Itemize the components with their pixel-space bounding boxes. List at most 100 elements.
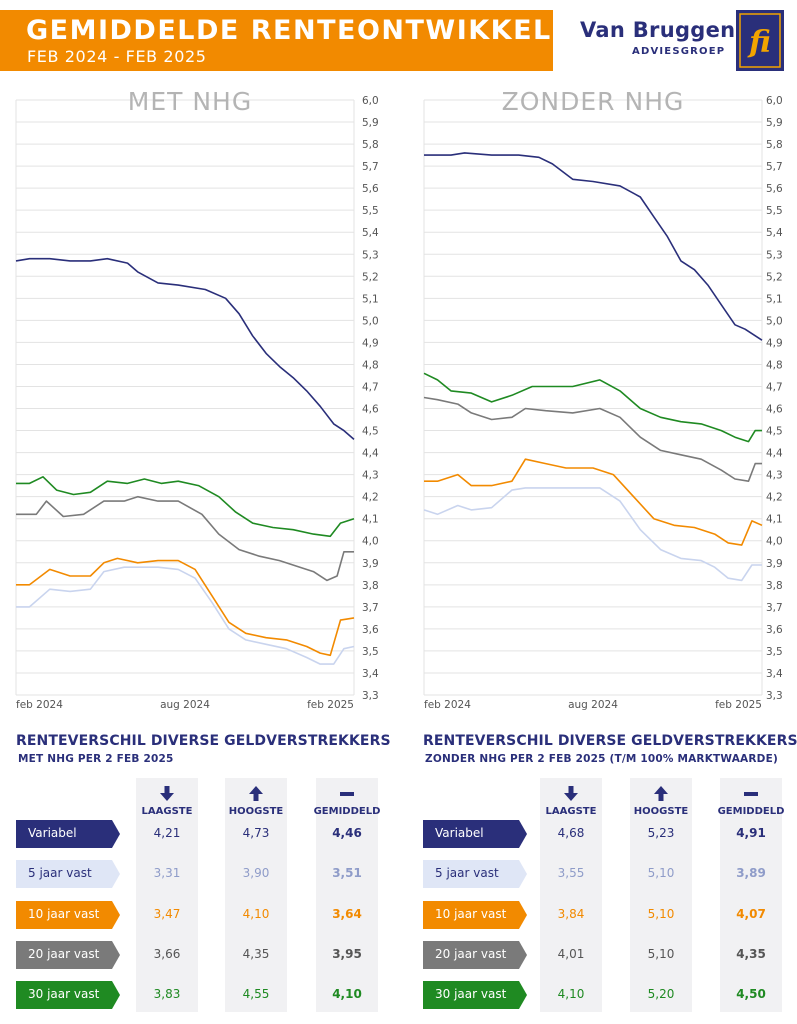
column-background	[630, 778, 692, 1012]
x-tick-label: aug 2024	[568, 699, 618, 711]
row-label-tag	[16, 941, 120, 969]
column-header-hoogste: HOOGSTE	[221, 786, 291, 817]
page-title: GEMIDDELDE RENTEONTWIKKELING	[26, 15, 612, 46]
series-line-20-jaar-vast	[423, 396, 762, 483]
series-line-20-jaar-vast	[16, 495, 354, 582]
cell-laagste: 3,31	[153, 866, 181, 880]
page-subtitle: FEB 2024 - FEB 2025	[27, 47, 207, 66]
cell-laagste: 4,10	[557, 987, 585, 1001]
cell-gemiddeld: 3,89	[736, 866, 766, 880]
arrow-up-icon	[626, 786, 696, 804]
row-label-tag	[423, 981, 527, 1009]
y-tick-label: 5,8	[766, 139, 783, 151]
series-line-5-jaar-vast	[16, 566, 355, 665]
cell-gemiddeld: 4,50	[736, 987, 766, 1001]
y-tick-label: 5,6	[766, 183, 783, 195]
y-tick-label: 4,2	[766, 492, 783, 504]
column-header-label: GEMIDDELD	[313, 806, 381, 817]
y-tick-label: 3,5	[766, 646, 783, 658]
cell-hoogste: 3,90	[242, 866, 270, 880]
chart-met-nhg: 6,0 5,9 5,8 5,7 5,6 5,5 5,4 5,3 5,2 5,1 5,0 4,9 4,8 4…	[15, 87, 379, 711]
row-label: 30 jaar vast	[16, 981, 122, 1009]
x-tick-label: feb 2025	[307, 699, 354, 711]
chart-zonder-nhg: 6,0 5,9 5,8 5,7 5,6 5,5 5,4 5,3 5,2 5,1 5,0 4,9 4,8 4…	[423, 87, 783, 711]
cell-hoogste: 4,35	[242, 947, 270, 961]
row-label-text: 20 jaar vast	[28, 947, 100, 961]
cell-gemiddeld: 4,91	[736, 826, 766, 840]
y-tick-label: 5,8	[362, 139, 379, 151]
y-tick-label: 5,0	[766, 315, 783, 327]
column-header-label: HOOGSTE	[228, 806, 284, 817]
cell-gemiddeld: 4,35	[736, 947, 766, 961]
y-tick-label: 3,8	[362, 580, 379, 592]
y-tick-label: 3,7	[766, 602, 783, 614]
row-label-text: 10 jaar vast	[435, 907, 507, 921]
series-line-variabel	[15, 257, 355, 441]
y-tick-label: 3,9	[766, 558, 783, 570]
y-tick-label: 3,6	[766, 624, 783, 636]
row-label: 5 jaar vast	[423, 860, 529, 888]
y-tick-label: 5,5	[362, 205, 379, 217]
row-label-tag	[16, 981, 120, 1009]
row-label: Variabel	[16, 820, 122, 848]
series-line-10-jaar-vast	[424, 458, 763, 546]
y-tick-label: 3,5	[362, 646, 379, 658]
cell-gemiddeld: 3,95	[332, 947, 362, 961]
y-tick-label: 4,9	[766, 337, 783, 349]
row-label: 20 jaar vast	[423, 941, 529, 969]
y-tick-label: 4,7	[766, 381, 783, 393]
row-label-tag	[423, 941, 527, 969]
y-tick-label: 4,3	[362, 470, 379, 482]
y-tick-label: 3,6	[362, 624, 379, 636]
y-tick-label: 4,6	[362, 404, 379, 416]
row-label: 5 jaar vast	[16, 860, 122, 888]
cell-hoogste: 4,73	[242, 826, 270, 840]
cell-gemiddeld: 3,51	[332, 866, 362, 880]
y-tick-label: 5,4	[766, 227, 783, 239]
column-header-laagste: LAAGSTE	[536, 786, 606, 817]
row-label-tag	[423, 820, 527, 848]
x-tick-label: aug 2024	[160, 699, 210, 711]
y-tick-label: 5,2	[766, 271, 783, 283]
row-label-text: 30 jaar vast	[435, 987, 507, 1001]
row-label-tag	[16, 860, 120, 888]
y-tick-label: 4,5	[766, 426, 783, 438]
y-tick-label: 4,9	[362, 337, 379, 349]
cell-laagste: 3,66	[153, 947, 181, 961]
row-label-text: 5 jaar vast	[28, 866, 92, 880]
y-tick-label: 4,4	[766, 448, 783, 460]
row-label-text: 20 jaar vast	[435, 947, 507, 961]
cell-hoogste: 4,10	[242, 907, 270, 921]
table-subtitle: MET NHG PER 2 FEB 2025	[18, 753, 174, 765]
row-label: Variabel	[423, 820, 529, 848]
y-tick-label: 4,7	[362, 381, 379, 393]
row-label: 10 jaar vast	[423, 901, 529, 929]
series-line-10-jaar-vast	[16, 557, 355, 657]
row-label-tag	[423, 901, 527, 929]
row-label-tag	[16, 901, 120, 929]
row-label-text: Variabel	[435, 826, 484, 840]
column-background	[225, 778, 287, 1012]
y-tick-label: 5,2	[362, 271, 379, 283]
row-label-tag	[16, 820, 120, 848]
cell-hoogste: 5,23	[647, 826, 675, 840]
y-tick-label: 5,0	[362, 315, 379, 327]
y-tick-label: 4,3	[766, 470, 783, 482]
y-tick-label: 4,0	[766, 536, 783, 548]
y-tick-label: 4,2	[362, 492, 379, 504]
cell-gemiddeld: 4,07	[736, 907, 766, 921]
arrow-down-icon	[132, 786, 202, 804]
column-background	[720, 778, 782, 1012]
y-tick-label: 5,9	[766, 117, 783, 129]
column-header-gemiddeld: GEMIDDELD	[312, 786, 382, 817]
series-line-5-jaar-vast	[423, 487, 762, 582]
column-header-label: HOOGSTE	[633, 806, 689, 817]
row-label-tag	[423, 860, 527, 888]
y-tick-label: 5,1	[362, 293, 379, 305]
y-tick-label: 5,3	[766, 249, 783, 261]
y-tick-label: 5,4	[362, 227, 379, 239]
arrow-up-icon	[221, 786, 291, 804]
y-tick-label: 4,8	[362, 359, 379, 371]
y-tick-label: 6,0	[362, 95, 379, 107]
series-line-30-jaar-vast	[423, 372, 762, 443]
